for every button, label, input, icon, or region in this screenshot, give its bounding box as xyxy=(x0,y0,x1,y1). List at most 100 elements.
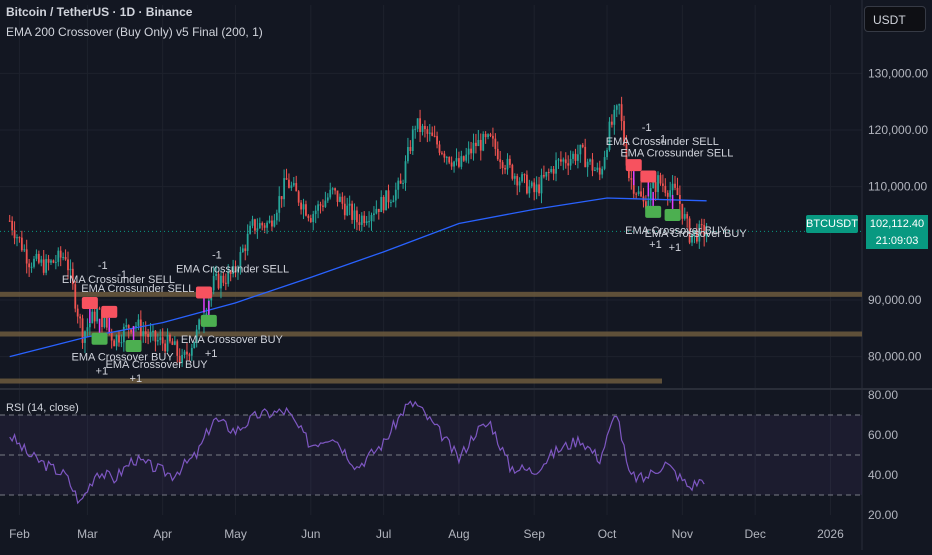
candle-body xyxy=(402,182,404,184)
candle-body xyxy=(569,158,572,166)
candle-body xyxy=(540,175,543,194)
candle-body xyxy=(431,132,434,136)
candle-body xyxy=(181,354,184,363)
bar-countdown: 21:09:03 xyxy=(866,233,928,249)
candle-body xyxy=(652,181,655,189)
signal-count: -1 xyxy=(656,133,666,145)
buy-marker xyxy=(125,340,142,352)
candle-body xyxy=(91,311,94,324)
candle-body xyxy=(627,165,630,179)
candle-body xyxy=(664,185,667,193)
candle-body xyxy=(88,323,91,328)
candle-body xyxy=(161,337,164,344)
candle-body xyxy=(16,237,18,239)
candle-body xyxy=(492,135,494,139)
candle-body xyxy=(122,326,125,343)
candle-body xyxy=(644,201,647,209)
candle-body xyxy=(79,316,82,319)
candle-body xyxy=(472,142,475,154)
candle-body xyxy=(513,176,516,179)
candle-body xyxy=(67,259,69,271)
candle-body xyxy=(98,308,101,310)
candle-body xyxy=(511,164,514,179)
candle-body xyxy=(273,220,276,227)
candle-body xyxy=(453,161,455,167)
candle-body xyxy=(387,190,390,203)
rsi-title: RSI (14, close) xyxy=(6,402,79,414)
candle-body xyxy=(579,144,582,155)
candle-body xyxy=(594,169,596,171)
candle-body xyxy=(283,178,285,200)
candle-body xyxy=(397,180,400,190)
sell-marker xyxy=(81,297,98,309)
candle-body xyxy=(173,341,176,345)
candle-body xyxy=(256,228,259,231)
rsi-y-tick-label: 20.00 xyxy=(868,508,898,522)
candle-body xyxy=(557,159,560,161)
candle-body xyxy=(57,250,60,262)
candle-body xyxy=(368,221,370,223)
candle-body xyxy=(411,129,414,151)
candle-body xyxy=(562,159,565,162)
candle-body xyxy=(302,204,305,210)
candle-body xyxy=(666,192,669,197)
candle-body xyxy=(20,237,23,251)
signal-count: +1 xyxy=(96,366,109,378)
candle-body xyxy=(421,125,424,132)
x-tick-label: Feb xyxy=(9,527,30,541)
candle-body xyxy=(33,258,35,267)
candle-body xyxy=(647,200,650,209)
candle-body xyxy=(560,159,562,162)
candle-body xyxy=(484,133,487,138)
symbol-title: Bitcoin / TetherUS · 1D · Binance xyxy=(6,5,193,19)
candle-body xyxy=(159,337,162,341)
candle-body xyxy=(564,159,567,164)
candle-body xyxy=(169,335,171,342)
x-tick-label: 2026 xyxy=(817,527,844,541)
candle-body xyxy=(382,196,385,211)
candle-body xyxy=(305,204,307,216)
rsi-y-tick-label: 40.00 xyxy=(868,468,898,482)
candle-body xyxy=(555,160,557,174)
candle-body xyxy=(615,105,618,110)
candle-body xyxy=(45,259,48,273)
candle-body xyxy=(581,144,584,147)
candle-body xyxy=(360,215,363,225)
rsi-line xyxy=(9,400,705,505)
sell-signal-label: EMA Crossunder SELL xyxy=(62,274,175,286)
candle-body xyxy=(657,175,659,192)
candle-body xyxy=(462,156,465,161)
candle-body xyxy=(572,153,574,159)
candle-body xyxy=(620,104,623,122)
candle-body xyxy=(603,157,606,169)
candle-body xyxy=(598,167,601,175)
candle-body xyxy=(533,182,536,193)
candle-body xyxy=(455,158,458,162)
candle-body xyxy=(331,188,334,190)
candle-body xyxy=(591,159,594,171)
candle-body xyxy=(25,249,28,264)
candle-body xyxy=(351,203,353,220)
candle-body xyxy=(86,327,89,332)
candle-body xyxy=(530,182,533,187)
candle-body xyxy=(13,230,16,239)
candle-body xyxy=(18,237,21,239)
candle-body xyxy=(35,253,38,259)
candle-body xyxy=(237,269,239,272)
candle-body xyxy=(268,220,271,223)
currency-button[interactable]: USDT xyxy=(864,6,926,32)
candle-body xyxy=(341,196,344,204)
candle-body xyxy=(521,174,523,182)
candle-body xyxy=(149,332,152,337)
candle-body xyxy=(501,162,504,169)
candle-body xyxy=(365,221,368,223)
candle-body xyxy=(232,266,235,275)
candle-body xyxy=(584,146,587,168)
candle-body xyxy=(290,185,293,188)
candle-body xyxy=(271,220,273,227)
candle-body xyxy=(681,203,684,219)
candle-body xyxy=(96,308,99,322)
candle-body xyxy=(409,147,412,151)
candle-body xyxy=(135,325,137,327)
candle-body xyxy=(266,222,268,228)
